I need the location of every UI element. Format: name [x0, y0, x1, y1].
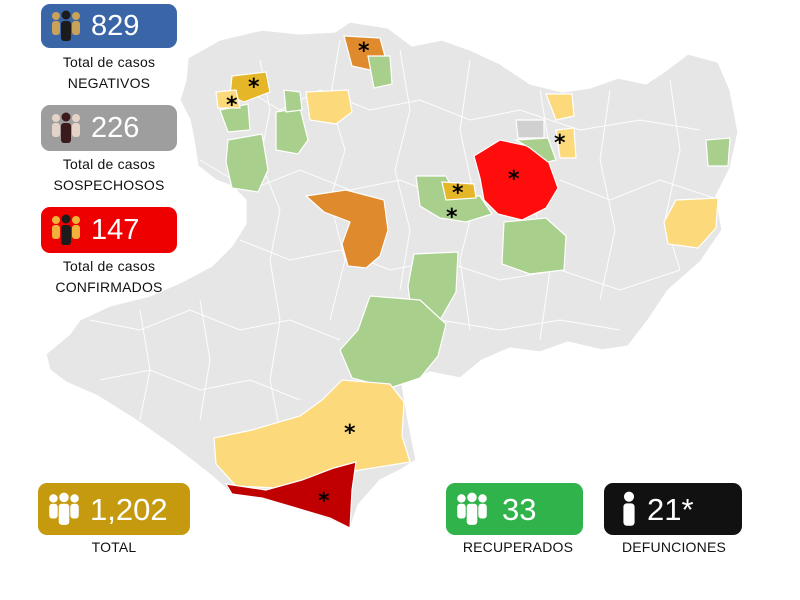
defunciones-count: 21* — [647, 491, 694, 527]
people-group-icon — [457, 492, 487, 525]
sospechosos-caption-line2: SOSPECHOSOS — [53, 177, 165, 193]
asterisk-marker: * — [446, 205, 458, 230]
people-group-icon — [52, 10, 80, 41]
people-group-icon — [52, 214, 80, 245]
municipality-green — [225, 133, 269, 193]
confirmados-caption-line2: CONFIRMADOS — [55, 279, 163, 295]
municipality-light-gray — [515, 119, 545, 139]
municipality-green — [501, 217, 567, 275]
total-count: 1,202 — [90, 491, 168, 527]
municipality-dark-red — [224, 461, 357, 529]
asterisk-marker: * — [226, 93, 238, 118]
municipality-light-yellow — [555, 127, 577, 159]
municipality-green — [339, 295, 447, 389]
asterisk-marker: * — [318, 489, 330, 514]
sospechosos-count: 226 — [91, 111, 140, 144]
recuperados-caption: RECUPERADOS — [462, 539, 574, 555]
sospechosos-badge: 226 — [41, 105, 177, 151]
people-group-icon — [52, 112, 80, 143]
sospechosos-caption-line1: Total de casos — [62, 156, 156, 172]
asterisk-marker: * — [344, 421, 356, 446]
recuperados-badge: 33 — [446, 483, 583, 535]
municipality-green — [705, 137, 731, 167]
negativos-caption: Total de casos NEGATIVOS — [41, 52, 177, 94]
asterisk-marker: * — [508, 167, 520, 192]
municipality-green — [283, 89, 303, 113]
municipality-green — [367, 55, 393, 89]
municipality-light-yellow — [663, 197, 719, 249]
asterisk-marker: * — [248, 75, 260, 100]
defunciones-caption: DEFUNCIONES — [621, 539, 727, 555]
case-markers: * * * * * * * * * — [226, 39, 566, 514]
asterisk-marker: * — [358, 39, 370, 64]
negativos-caption-line1: Total de casos — [62, 54, 156, 70]
municipality-highlights — [213, 35, 731, 529]
confirmados-badge: 147 — [41, 207, 177, 253]
person-icon — [623, 491, 635, 526]
defunciones-badge: 21* — [604, 483, 742, 535]
asterisk-marker: * — [554, 131, 566, 156]
negativos-caption-line2: NEGATIVOS — [67, 75, 151, 91]
municipality-light-yellow — [215, 89, 241, 109]
recuperados-count: 33 — [502, 491, 537, 527]
municipality-yellow — [441, 181, 477, 201]
confirmados-caption-line1: Total de casos — [62, 258, 156, 274]
negativos-badge: 829 — [41, 4, 177, 48]
negativos-count: 829 — [91, 9, 140, 42]
total-caption: TOTAL — [91, 539, 137, 555]
asterisk-marker: * — [452, 181, 464, 206]
total-badge: 1,202 — [38, 483, 190, 535]
municipality-light-yellow — [305, 89, 353, 125]
sospechosos-caption: Total de casos SOSPECHOSOS — [41, 154, 177, 196]
municipality-light-yellow — [545, 93, 575, 121]
municipality-red — [473, 139, 559, 221]
municipality-orange — [304, 189, 389, 269]
people-group-icon — [49, 492, 79, 525]
confirmados-count: 147 — [91, 213, 140, 246]
confirmados-caption: Total de casos CONFIRMADOS — [41, 256, 177, 298]
